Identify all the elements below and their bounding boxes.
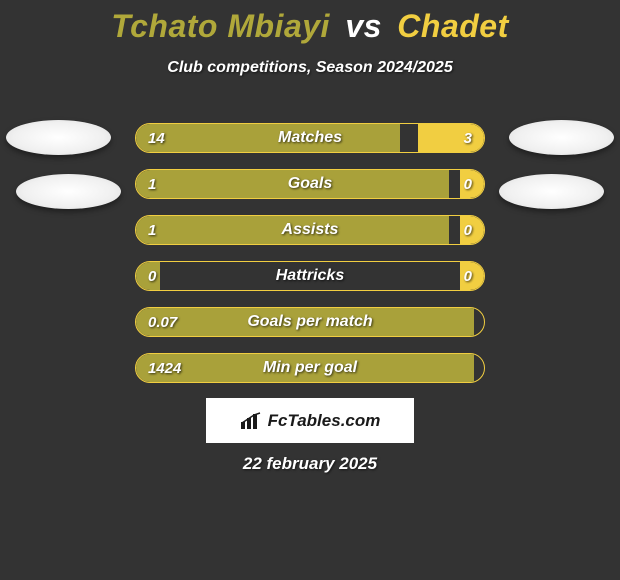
player1-team-placeholder: [16, 174, 121, 209]
vs-text: vs: [345, 8, 382, 44]
player2-team-placeholder: [499, 174, 604, 209]
stat-bars-container: 143Matches 10Goals 10Assists 00Hattricks 0.0…: [135, 123, 485, 399]
stat-label: Min per goal: [136, 354, 484, 382]
logo-text: FcTables.com: [268, 411, 381, 431]
stat-label: Goals: [136, 170, 484, 198]
player1-avatar-placeholder: [6, 120, 111, 155]
logo: FcTables.com: [240, 411, 381, 431]
player2-avatar-placeholder: [509, 120, 614, 155]
subtitle: Club competitions, Season 2024/2025: [0, 59, 620, 77]
stat-label: Hattricks: [136, 262, 484, 290]
stat-bar: 10Assists: [135, 215, 485, 245]
date-text: 22 february 2025: [0, 454, 620, 474]
stat-bar: 1424Min per goal: [135, 353, 485, 383]
player1-name: Tchato Mbiayi: [111, 8, 330, 44]
logo-box: FcTables.com: [206, 398, 414, 443]
player2-name: Chadet: [397, 8, 508, 44]
stat-label: Goals per match: [136, 308, 484, 336]
comparison-title: Tchato Mbiayi vs Chadet: [0, 0, 620, 45]
stat-label: Assists: [136, 216, 484, 244]
stat-bar: 143Matches: [135, 123, 485, 153]
stat-label: Matches: [136, 124, 484, 152]
chart-icon: [240, 412, 264, 430]
stat-bar: 0.07Goals per match: [135, 307, 485, 337]
stat-bar: 10Goals: [135, 169, 485, 199]
stat-bar: 00Hattricks: [135, 261, 485, 291]
